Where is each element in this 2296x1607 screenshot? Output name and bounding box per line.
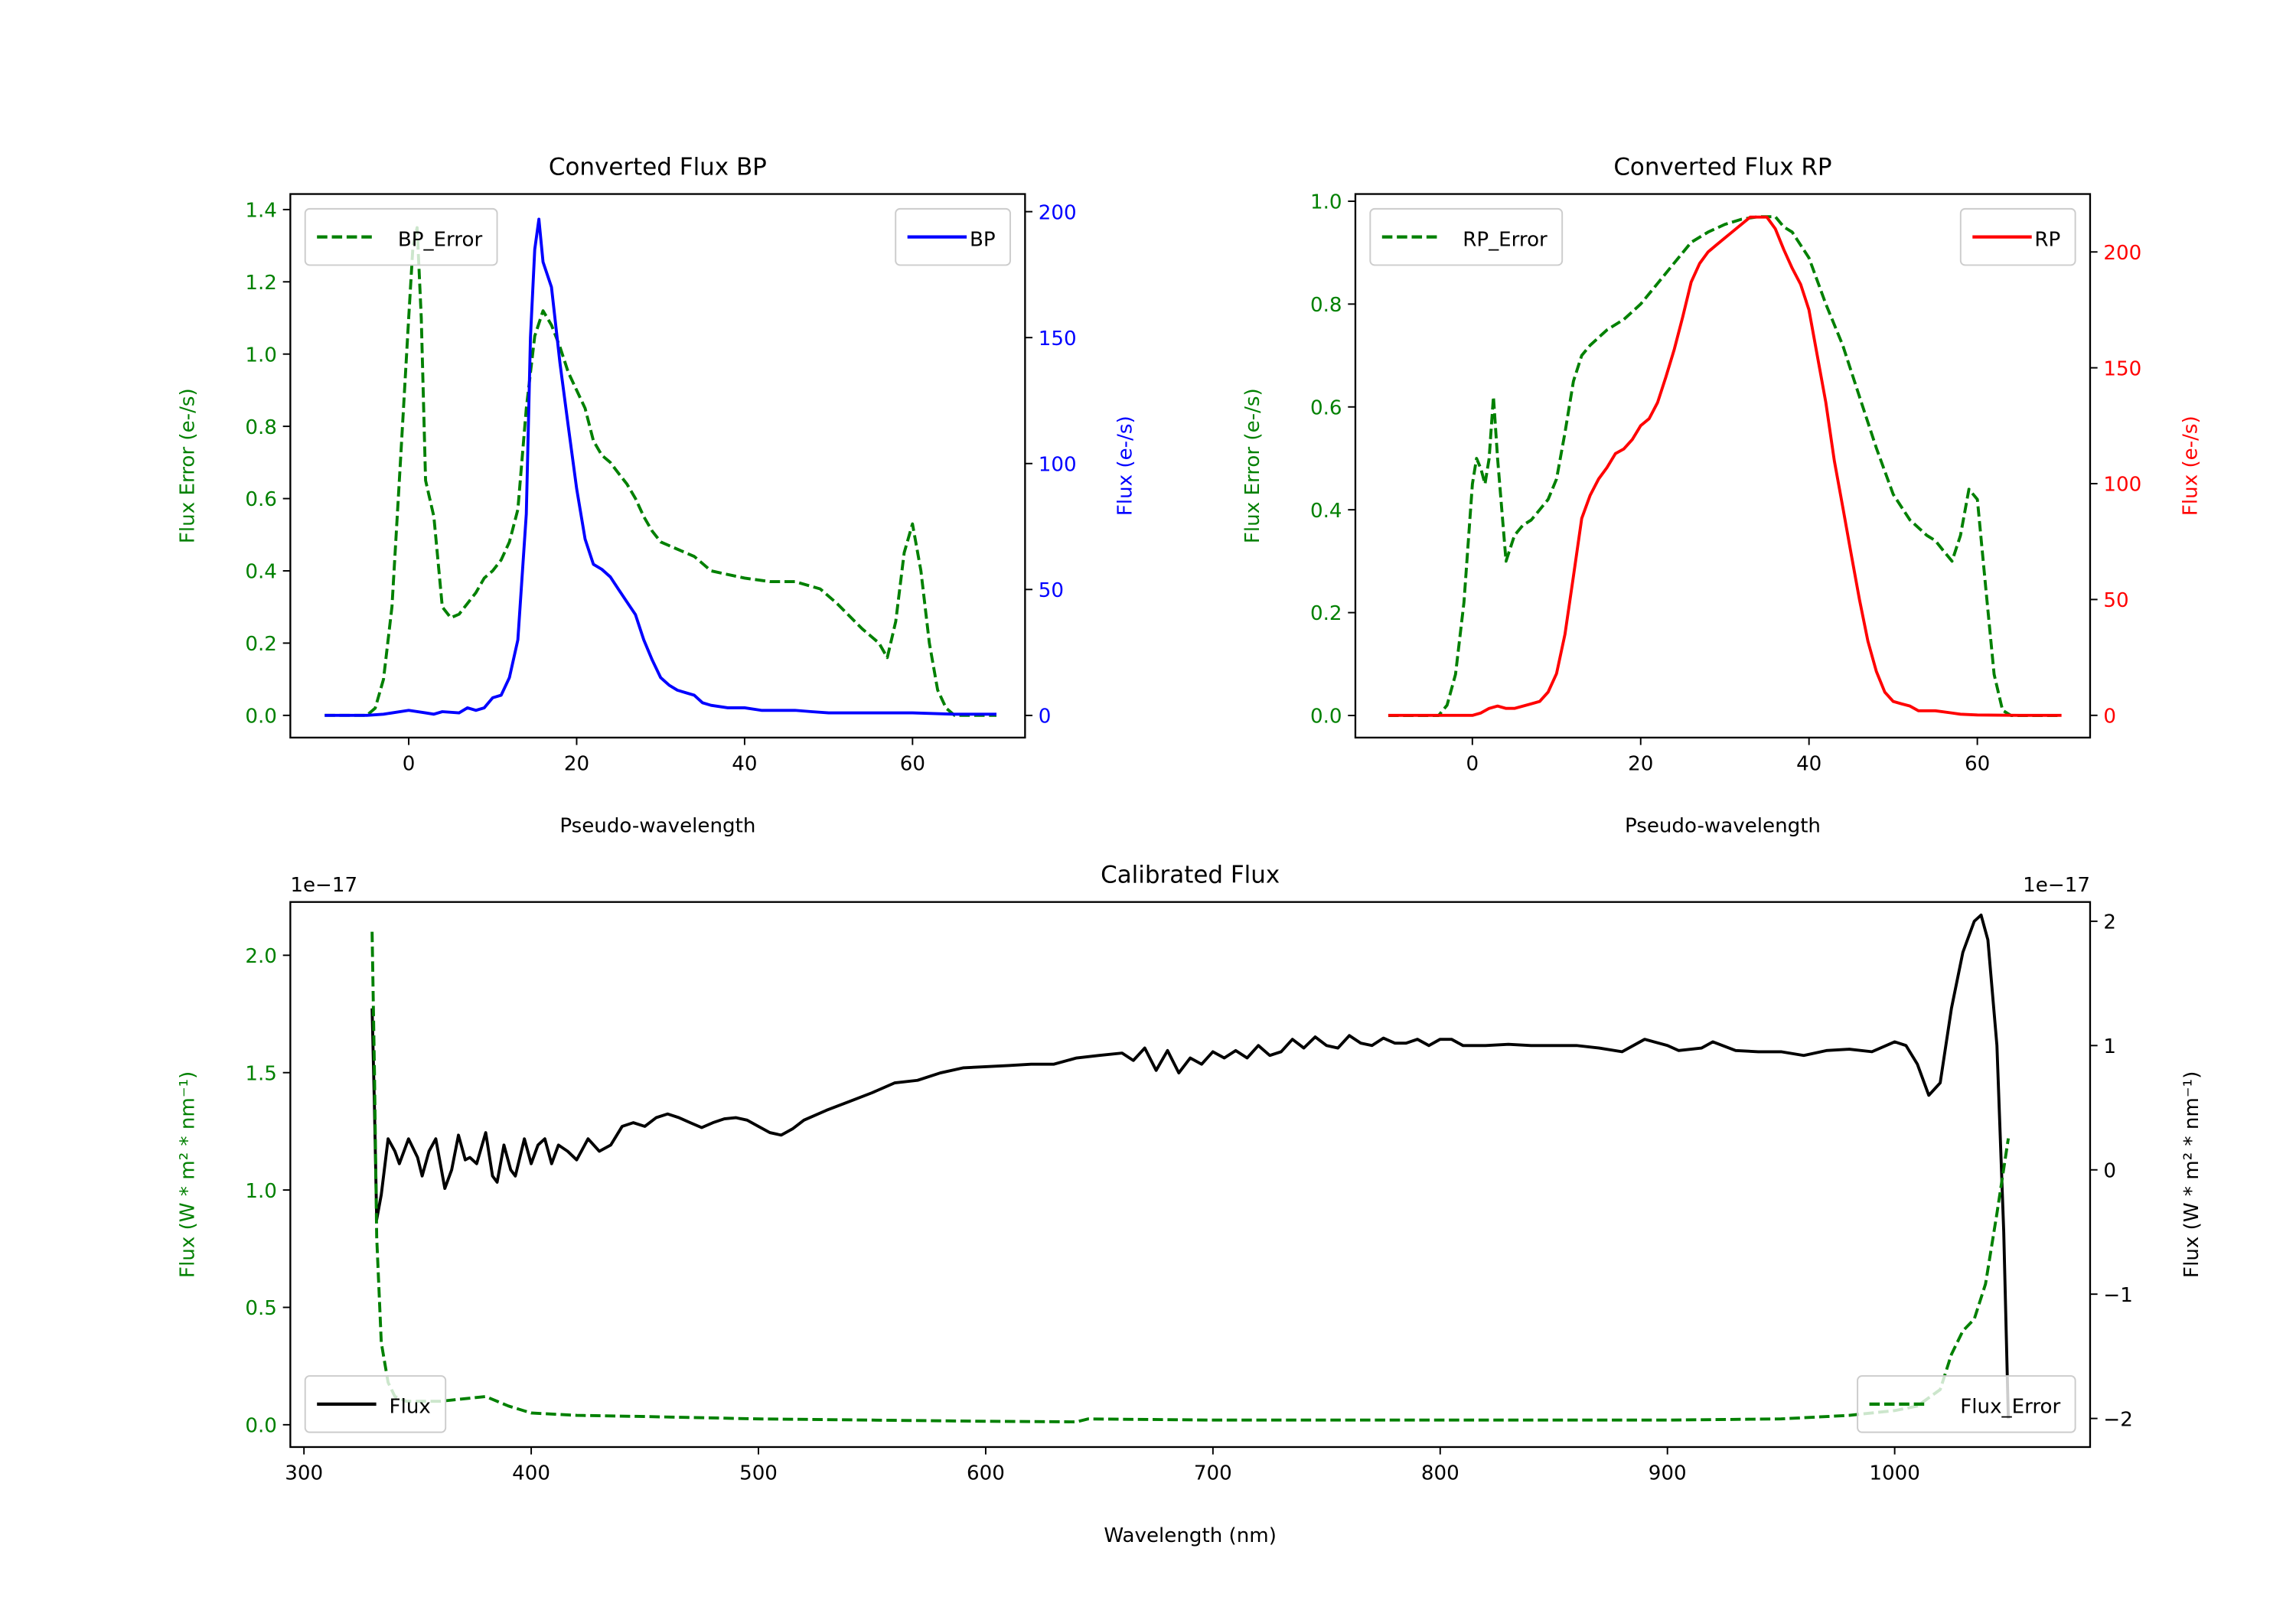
legend-label: RP_Error bbox=[1463, 228, 1548, 251]
y-right-tick-label: 50 bbox=[1039, 579, 1064, 602]
series-line-rp_error bbox=[1388, 215, 2062, 717]
legend-box bbox=[1369, 207, 1564, 266]
x-tick-label: 60 bbox=[1965, 752, 1990, 775]
x-tick-label: 400 bbox=[512, 1462, 550, 1485]
y-left-axis-label: Flux Error (e-/s) bbox=[1241, 388, 1264, 543]
chart-0: 0 20 40 60 0.0 0.2 0.4 0.6 0.8 1.0 1.2 1.4 0 50 100 150… bbox=[177, 153, 1137, 837]
x-tick-label: 20 bbox=[564, 752, 589, 775]
x-tick-label: 300 bbox=[285, 1462, 323, 1485]
y-right-tick-label: 150 bbox=[1039, 328, 1077, 350]
chart-title: Converted Flux BP bbox=[549, 153, 767, 181]
y-left-tick-label: 1.0 bbox=[245, 344, 277, 367]
y-left-axis-label: Flux Error (e-/s) bbox=[177, 388, 200, 543]
y-right-axis-label: Flux (e-/s) bbox=[2179, 416, 2202, 516]
legend-box bbox=[304, 207, 498, 266]
y-right-tick-label: 0 bbox=[2103, 705, 2116, 728]
x-tick-label: 700 bbox=[1194, 1462, 1232, 1485]
y-left-tick-label: 2.0 bbox=[245, 945, 277, 968]
y-right-tick-label: 200 bbox=[1039, 201, 1077, 224]
chart-1: 0 20 40 60 0.0 0.2 0.4 0.6 0.8 1.0 0 50 100 150 200 Con… bbox=[1241, 153, 2202, 837]
y-right-tick-label: 0 bbox=[1039, 706, 1052, 729]
y-left-tick-label: 0.6 bbox=[1310, 396, 1342, 419]
x-tick-label: 800 bbox=[1421, 1462, 1459, 1485]
y-right-axis-label: Flux (e-/s) bbox=[1114, 416, 1137, 516]
y-right-tick-label: 50 bbox=[2103, 589, 2128, 612]
chart-2: 300 400 500 600 700 800 900 1000 0.0 0.5 1.0 1.5 2.0… bbox=[177, 862, 2204, 1547]
y-left-tick-label: 0.4 bbox=[245, 561, 277, 584]
legend-label: BP bbox=[970, 228, 996, 251]
y-left-tick-label: 1.2 bbox=[245, 272, 277, 295]
chart-title: Calibrated Flux bbox=[1101, 862, 1280, 889]
legend-label: Flux_Error bbox=[1960, 1395, 2060, 1418]
y-left-tick-label: 0.6 bbox=[245, 488, 277, 511]
x-tick-label: 900 bbox=[1649, 1462, 1687, 1485]
y-left-tick-label: 1.4 bbox=[245, 200, 277, 223]
y-left-tick-label: 0.0 bbox=[245, 1415, 277, 1438]
legend-bp_error: BP_Error bbox=[304, 207, 498, 266]
plot-frame bbox=[289, 901, 2092, 1449]
legend-rp_error: RP_Error bbox=[1369, 207, 1564, 266]
x-axis-label: Pseudo-wavelength bbox=[1625, 815, 1821, 838]
y-right-tick-label: −2 bbox=[2103, 1408, 2133, 1431]
y-left-tick-label: 0.0 bbox=[245, 706, 277, 729]
x-tick-label: 60 bbox=[900, 752, 925, 775]
x-axis-label: Wavelength (nm) bbox=[1104, 1524, 1277, 1547]
y-left-tick-label: 0.2 bbox=[1310, 602, 1342, 625]
series-line-rp bbox=[1388, 215, 2062, 717]
legend-flux_error: Flux_Error bbox=[1857, 1375, 2076, 1433]
y-right-tick-label: 0 bbox=[2103, 1159, 2116, 1182]
y-left-tick-label: 1.5 bbox=[245, 1062, 277, 1085]
y-right-offset-label: 1e−17 bbox=[2023, 874, 2090, 897]
y-left-offset-label: 1e−17 bbox=[290, 874, 357, 897]
x-tick-label: 40 bbox=[732, 752, 757, 775]
y-right-tick-label: 1 bbox=[2103, 1035, 2116, 1058]
y-left-tick-label: 1.0 bbox=[245, 1180, 277, 1203]
y-right-tick-label: 150 bbox=[2103, 357, 2141, 380]
y-right-tick-label: 100 bbox=[1039, 453, 1077, 476]
series-line-flux bbox=[370, 913, 2011, 1419]
y-left-axis-label: Flux (W * m² * nm⁻¹) bbox=[177, 1071, 200, 1278]
y-right-tick-label: −1 bbox=[2103, 1284, 2133, 1307]
y-left-tick-label: 0.8 bbox=[245, 416, 277, 439]
y-left-tick-label: 0.8 bbox=[1310, 294, 1342, 317]
y-left-tick-label: 1.0 bbox=[1310, 191, 1342, 214]
x-tick-label: 500 bbox=[739, 1462, 778, 1485]
y-right-tick-label: 100 bbox=[2103, 474, 2141, 497]
legend-label: RP bbox=[2034, 228, 2060, 251]
y-left-tick-label: 0.4 bbox=[1310, 500, 1342, 523]
y-right-tick-label: 2 bbox=[2103, 911, 2116, 934]
legend-label: Flux bbox=[390, 1395, 431, 1418]
series-line-bp_error bbox=[325, 226, 997, 717]
legend-label: BP_Error bbox=[398, 228, 483, 251]
y-right-axis-label: Flux (W * m² * nm⁻¹) bbox=[2180, 1071, 2203, 1278]
x-tick-label: 40 bbox=[1796, 752, 1821, 775]
chart-title: Converted Flux RP bbox=[1613, 153, 1831, 181]
y-left-tick-label: 0.5 bbox=[245, 1297, 277, 1320]
legend-bp: BP bbox=[895, 207, 1011, 266]
y-right-tick-label: 200 bbox=[2103, 242, 2141, 265]
x-tick-label: 0 bbox=[403, 752, 416, 775]
x-tick-label: 600 bbox=[967, 1462, 1005, 1485]
y-left-tick-label: 0.2 bbox=[245, 633, 277, 656]
plot-frame bbox=[289, 193, 1026, 739]
y-left-tick-label: 0.0 bbox=[1310, 706, 1342, 729]
legend-flux: Flux bbox=[304, 1375, 447, 1433]
series-line-bp bbox=[325, 217, 997, 717]
plot-frame bbox=[1354, 193, 2092, 739]
x-tick-label: 1000 bbox=[1869, 1462, 1919, 1485]
x-axis-label: Pseudo-wavelength bbox=[559, 815, 755, 838]
x-tick-label: 20 bbox=[1628, 752, 1653, 775]
legend-box bbox=[1857, 1375, 2076, 1433]
legend-rp: RP bbox=[1959, 207, 2076, 266]
x-tick-label: 0 bbox=[1466, 752, 1479, 775]
series-line-flux_error bbox=[370, 931, 2011, 1423]
